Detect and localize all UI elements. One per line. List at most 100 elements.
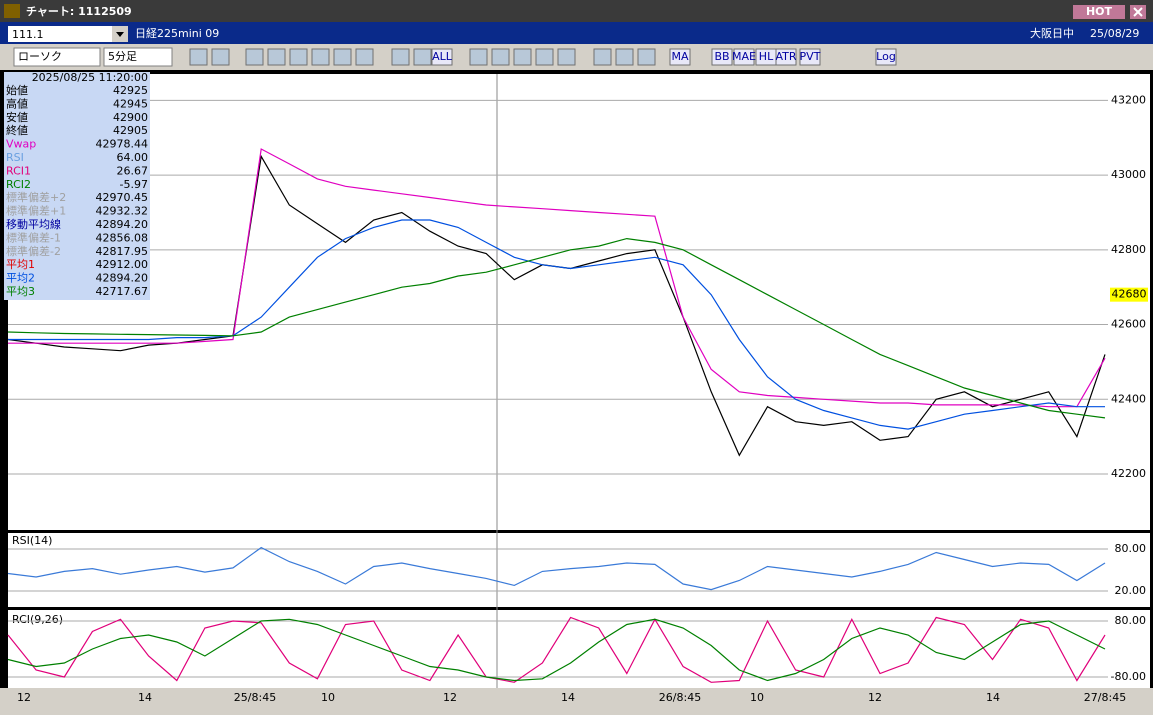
- price-axis: [1108, 74, 1150, 530]
- info-label: RSI: [6, 151, 24, 164]
- toolbar-icon[interactable]: [355, 48, 374, 66]
- toolbar-icon[interactable]: [593, 48, 612, 66]
- toolbar-button[interactable]: [711, 48, 733, 66]
- toolbar-button-label: PVT: [800, 50, 821, 63]
- dropdown-arrow: [116, 32, 124, 37]
- rsi-axis: [1108, 533, 1150, 607]
- x-tick-label: 12: [17, 691, 31, 704]
- rci-axis: [1108, 610, 1150, 688]
- chart-kind-select[interactable]: [13, 47, 101, 67]
- toolbar-icon[interactable]: [615, 48, 634, 66]
- toolbar-icon[interactable]: [211, 48, 230, 66]
- toolbar-icon[interactable]: [289, 48, 308, 66]
- interval-select[interactable]: [103, 47, 173, 67]
- info-value: 42817.95: [96, 245, 149, 258]
- series-line: [7, 546, 1106, 591]
- toolbar-buttons: ALL MA BB MAE HL ATR PVT Log: [189, 48, 897, 66]
- interval: 5分足: [108, 50, 137, 63]
- toolbar-icon[interactable]: [245, 48, 264, 66]
- info-value: 42945: [113, 97, 148, 110]
- toolbar-button-label: Log: [876, 50, 896, 63]
- x-tick-label: 14: [561, 691, 575, 704]
- y-tick-label: 43000: [1111, 168, 1146, 181]
- toolbar-icon[interactable]: [637, 48, 656, 66]
- header-date: 25/08/29: [1090, 27, 1139, 40]
- series-line: [7, 618, 1106, 682]
- toolbar-button[interactable]: [669, 48, 691, 66]
- y-tick-label: -80.00: [1111, 670, 1146, 683]
- y-tick-label: 20.00: [1115, 584, 1147, 597]
- info-label: 終値: [6, 123, 28, 137]
- hot-label[interactable]: HOT: [1086, 5, 1113, 18]
- title-bar: [0, 0, 1153, 22]
- toolbar-button[interactable]: [431, 48, 453, 66]
- info-value: 42932.32: [96, 205, 149, 218]
- toolbar-icon[interactable]: [189, 48, 208, 66]
- series-line: [7, 616, 1106, 683]
- plots: 42200 42400 42600 42800 43000 43200 42680 12 14 2…: [7, 93, 1148, 704]
- info-label: 標準偏差+1: [6, 204, 66, 218]
- x-tick-label: 26/8:45: [659, 691, 701, 704]
- x-tick-label: 25/8:45: [234, 691, 276, 704]
- info-label: 標準偏差-1: [6, 230, 61, 244]
- info-value: -5.97: [120, 178, 148, 191]
- toolbar-icon[interactable]: [267, 48, 286, 66]
- toolbar-icon[interactable]: [413, 48, 432, 66]
- toolbar-button[interactable]: [733, 48, 755, 66]
- y-tick-label: 42800: [1111, 243, 1146, 256]
- info-panel: [4, 72, 150, 300]
- close-icon: [1133, 7, 1143, 17]
- toolbar-icon[interactable]: [513, 48, 532, 66]
- toolbar-icon[interactable]: [469, 48, 488, 66]
- y-tick-label: 42200: [1111, 467, 1146, 480]
- info-label: 平均3: [6, 285, 35, 298]
- info-value: 42894.20: [96, 272, 149, 285]
- info-label: 平均2: [6, 272, 35, 285]
- x-tick-label: 27/8:45: [1084, 691, 1126, 704]
- rci-panel: [8, 610, 1108, 688]
- x-tick-label: 14: [138, 691, 152, 704]
- toolbar-icon[interactable]: [535, 48, 554, 66]
- info-label: 移動平均線: [6, 217, 61, 231]
- x-tick-label: 10: [750, 691, 764, 704]
- info-label: 平均1: [6, 258, 35, 271]
- toolbar-icon[interactable]: [333, 48, 352, 66]
- window-title: チャート: 1112509: [26, 5, 132, 18]
- toolbar-button[interactable]: [875, 48, 897, 66]
- info-value: 42905: [113, 124, 148, 137]
- toolbar-icon[interactable]: [391, 48, 410, 66]
- info-label: 安値: [6, 110, 28, 124]
- info-label: 標準偏差+2: [6, 190, 66, 204]
- toolbar-button[interactable]: [799, 48, 821, 66]
- y-tick-label: 80.00: [1115, 542, 1147, 555]
- info-value: 42912.00: [96, 258, 149, 271]
- chart-kind: ローソク: [18, 50, 62, 63]
- y-tick-label: 42400: [1111, 392, 1146, 405]
- toolbar-icon[interactable]: [311, 48, 330, 66]
- current-price-label: 42680: [1112, 288, 1147, 301]
- toolbar-button-label: MA: [671, 50, 688, 63]
- info-value: 42717.67: [96, 285, 149, 298]
- toolbar-icon[interactable]: [557, 48, 576, 66]
- price-panel: [8, 74, 1108, 530]
- code-input[interactable]: [8, 26, 112, 42]
- x-tick-label: 12: [443, 691, 457, 704]
- instrument-name: 日経225mini 09: [135, 27, 219, 40]
- toolbar-button-label: HL: [759, 50, 774, 63]
- panel-title: RSI(14): [12, 534, 52, 547]
- info-value: 42856.08: [96, 231, 149, 244]
- hot-button[interactable]: [1073, 5, 1125, 19]
- y-tick-label: 43200: [1111, 93, 1146, 106]
- toolbar-icon[interactable]: [491, 48, 510, 66]
- info-rows: 始値 42925 高値 42945 安値 42900 終値 42905 Vwap 42978.44…: [6, 83, 148, 298]
- session: 大阪日中: [1030, 26, 1074, 40]
- info-label: RCI2: [6, 178, 31, 191]
- series-line: [8, 219, 1105, 430]
- toolbar-button[interactable]: [775, 48, 797, 66]
- info-value: 42970.45: [96, 191, 149, 204]
- toolbar-button-label: ALL: [432, 50, 453, 63]
- code: 111.1: [12, 28, 44, 41]
- info-value: 42894.20: [96, 218, 149, 231]
- toolbar-button-label: BB: [714, 50, 729, 63]
